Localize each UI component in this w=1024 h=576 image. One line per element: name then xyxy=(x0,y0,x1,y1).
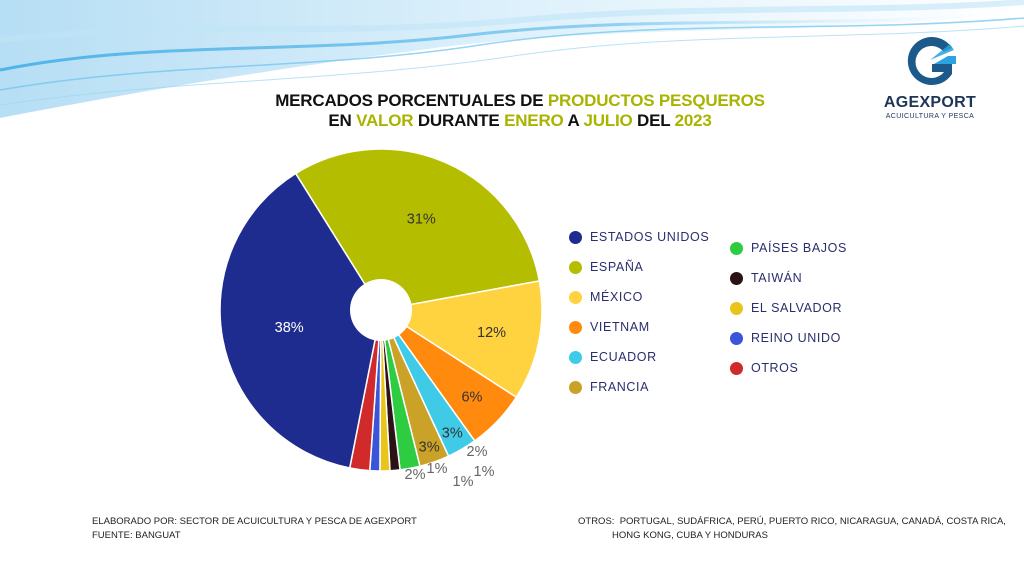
data-label: 38% xyxy=(275,320,304,336)
title-segment: JULIO xyxy=(583,111,633,130)
legend-marker-icon xyxy=(730,241,743,255)
data-label: 31% xyxy=(407,212,436,228)
title-segment: 2023 xyxy=(674,111,712,130)
title-segment: DURANTE xyxy=(413,111,505,130)
legend-label: VIETNAM xyxy=(590,320,650,334)
legend-item-el-salvador: EL SALVADOR xyxy=(730,300,842,316)
legend-marker-icon xyxy=(569,230,582,244)
legend-item-reino-unido: REINO UNIDO xyxy=(730,330,841,346)
title-segment: PRODUCTOS PESQUEROS xyxy=(547,91,765,110)
legend-label: ECUADOR xyxy=(590,350,657,364)
chart-title-line2: EN VALOR DURANTE ENERO A JULIO DEL 2023 xyxy=(260,111,780,131)
title-segment: ENERO xyxy=(504,111,564,130)
data-label: 3% xyxy=(442,425,463,441)
legend-marker-icon xyxy=(569,290,582,304)
footer-otros-line2: HONG KONG, CUBA Y HONDURAS xyxy=(612,530,768,541)
legend-item-vietnam: VIETNAM xyxy=(569,319,650,335)
legend-item-francia: FRANCIA xyxy=(569,379,649,395)
legend-label: MÉXICO xyxy=(590,290,643,304)
logo-subtitle: ACUICULTURA Y PESCA xyxy=(885,113,975,120)
footer-otros: OTROS: PORTUGAL, SUDÁFRICA, PERÚ, PUERTO… xyxy=(578,515,1006,543)
footer-fuente: FUENTE: BANGUAT xyxy=(92,530,181,541)
data-label: 2% xyxy=(467,444,488,460)
footer-credits: ELABORADO POR: SECTOR DE ACUICULTURA Y P… xyxy=(92,515,417,543)
legend-item-méxico: MÉXICO xyxy=(569,289,643,305)
data-label: 3% xyxy=(419,440,440,456)
legend-label: TAIWÁN xyxy=(751,271,803,285)
data-label: 1% xyxy=(427,461,448,477)
legend-marker-icon xyxy=(569,320,582,334)
header-wave-decoration xyxy=(0,0,1024,118)
pie-slice-méxico xyxy=(379,280,543,399)
data-label: 12% xyxy=(477,325,506,341)
legend-label: EL SALVADOR xyxy=(751,301,843,315)
legend-label: ESPAÑA xyxy=(590,260,644,274)
legend-marker-icon xyxy=(730,271,743,285)
title-segment: EN xyxy=(328,111,357,130)
title-segment: DEL xyxy=(632,111,675,130)
legend-marker-icon xyxy=(569,260,582,274)
data-label: 6% xyxy=(461,390,482,406)
legend-item-estados-unidos: ESTADOS UNIDOS xyxy=(569,229,709,245)
agexport-g-icon xyxy=(907,37,956,85)
legend-label: PAÍSES BAJOS xyxy=(751,241,847,255)
legend-label: OTROS xyxy=(751,361,799,375)
data-label: 2% xyxy=(405,467,426,483)
chart-title: MERCADOS PORCENTUALES DE PRODUCTOS PESQU… xyxy=(260,91,780,131)
footer-otros-line1: PORTUGAL, SUDÁFRICA, PERÚ, PUERTO RICO, … xyxy=(619,516,1006,527)
title-segment: VALOR xyxy=(356,111,414,130)
data-label: 1% xyxy=(474,464,495,480)
legend-item-españa: ESPAÑA xyxy=(569,259,643,275)
legend-label: ESTADOS UNIDOS xyxy=(590,230,710,244)
legend-item-otros: OTROS xyxy=(730,360,798,376)
legend-marker-icon xyxy=(730,301,743,315)
legend-item-taiwán: TAIWÁN xyxy=(730,270,802,286)
pie-slice-estados-unidos xyxy=(219,172,382,469)
title-segment: MERCADOS PORCENTUALES DE xyxy=(275,91,548,110)
footer-elaborado: ELABORADO POR: SECTOR DE ACUICULTURA Y P… xyxy=(92,516,417,527)
legend-marker-icon xyxy=(730,361,743,375)
chart-title-line1: MERCADOS PORCENTUALES DE PRODUCTOS PESQU… xyxy=(260,91,780,111)
legend-item-países-bajos: PAÍSES BAJOS xyxy=(730,240,847,256)
agexport-logo: AGEXPORT ACUICULTURA Y PESCA xyxy=(870,34,990,124)
donut-hole xyxy=(350,279,412,341)
legend-marker-icon xyxy=(569,380,582,394)
title-segment: A xyxy=(563,111,584,130)
footer-otros-label: OTROS: xyxy=(578,516,615,527)
logo-name: AGEXPORT xyxy=(883,94,977,111)
legend-label: FRANCIA xyxy=(590,380,650,394)
data-label: 1% xyxy=(453,474,474,490)
legend-marker-icon xyxy=(569,350,582,364)
legend-item-ecuador: ECUADOR xyxy=(569,349,657,365)
legend-label: REINO UNIDO xyxy=(751,331,841,345)
legend-marker-icon xyxy=(730,331,743,345)
